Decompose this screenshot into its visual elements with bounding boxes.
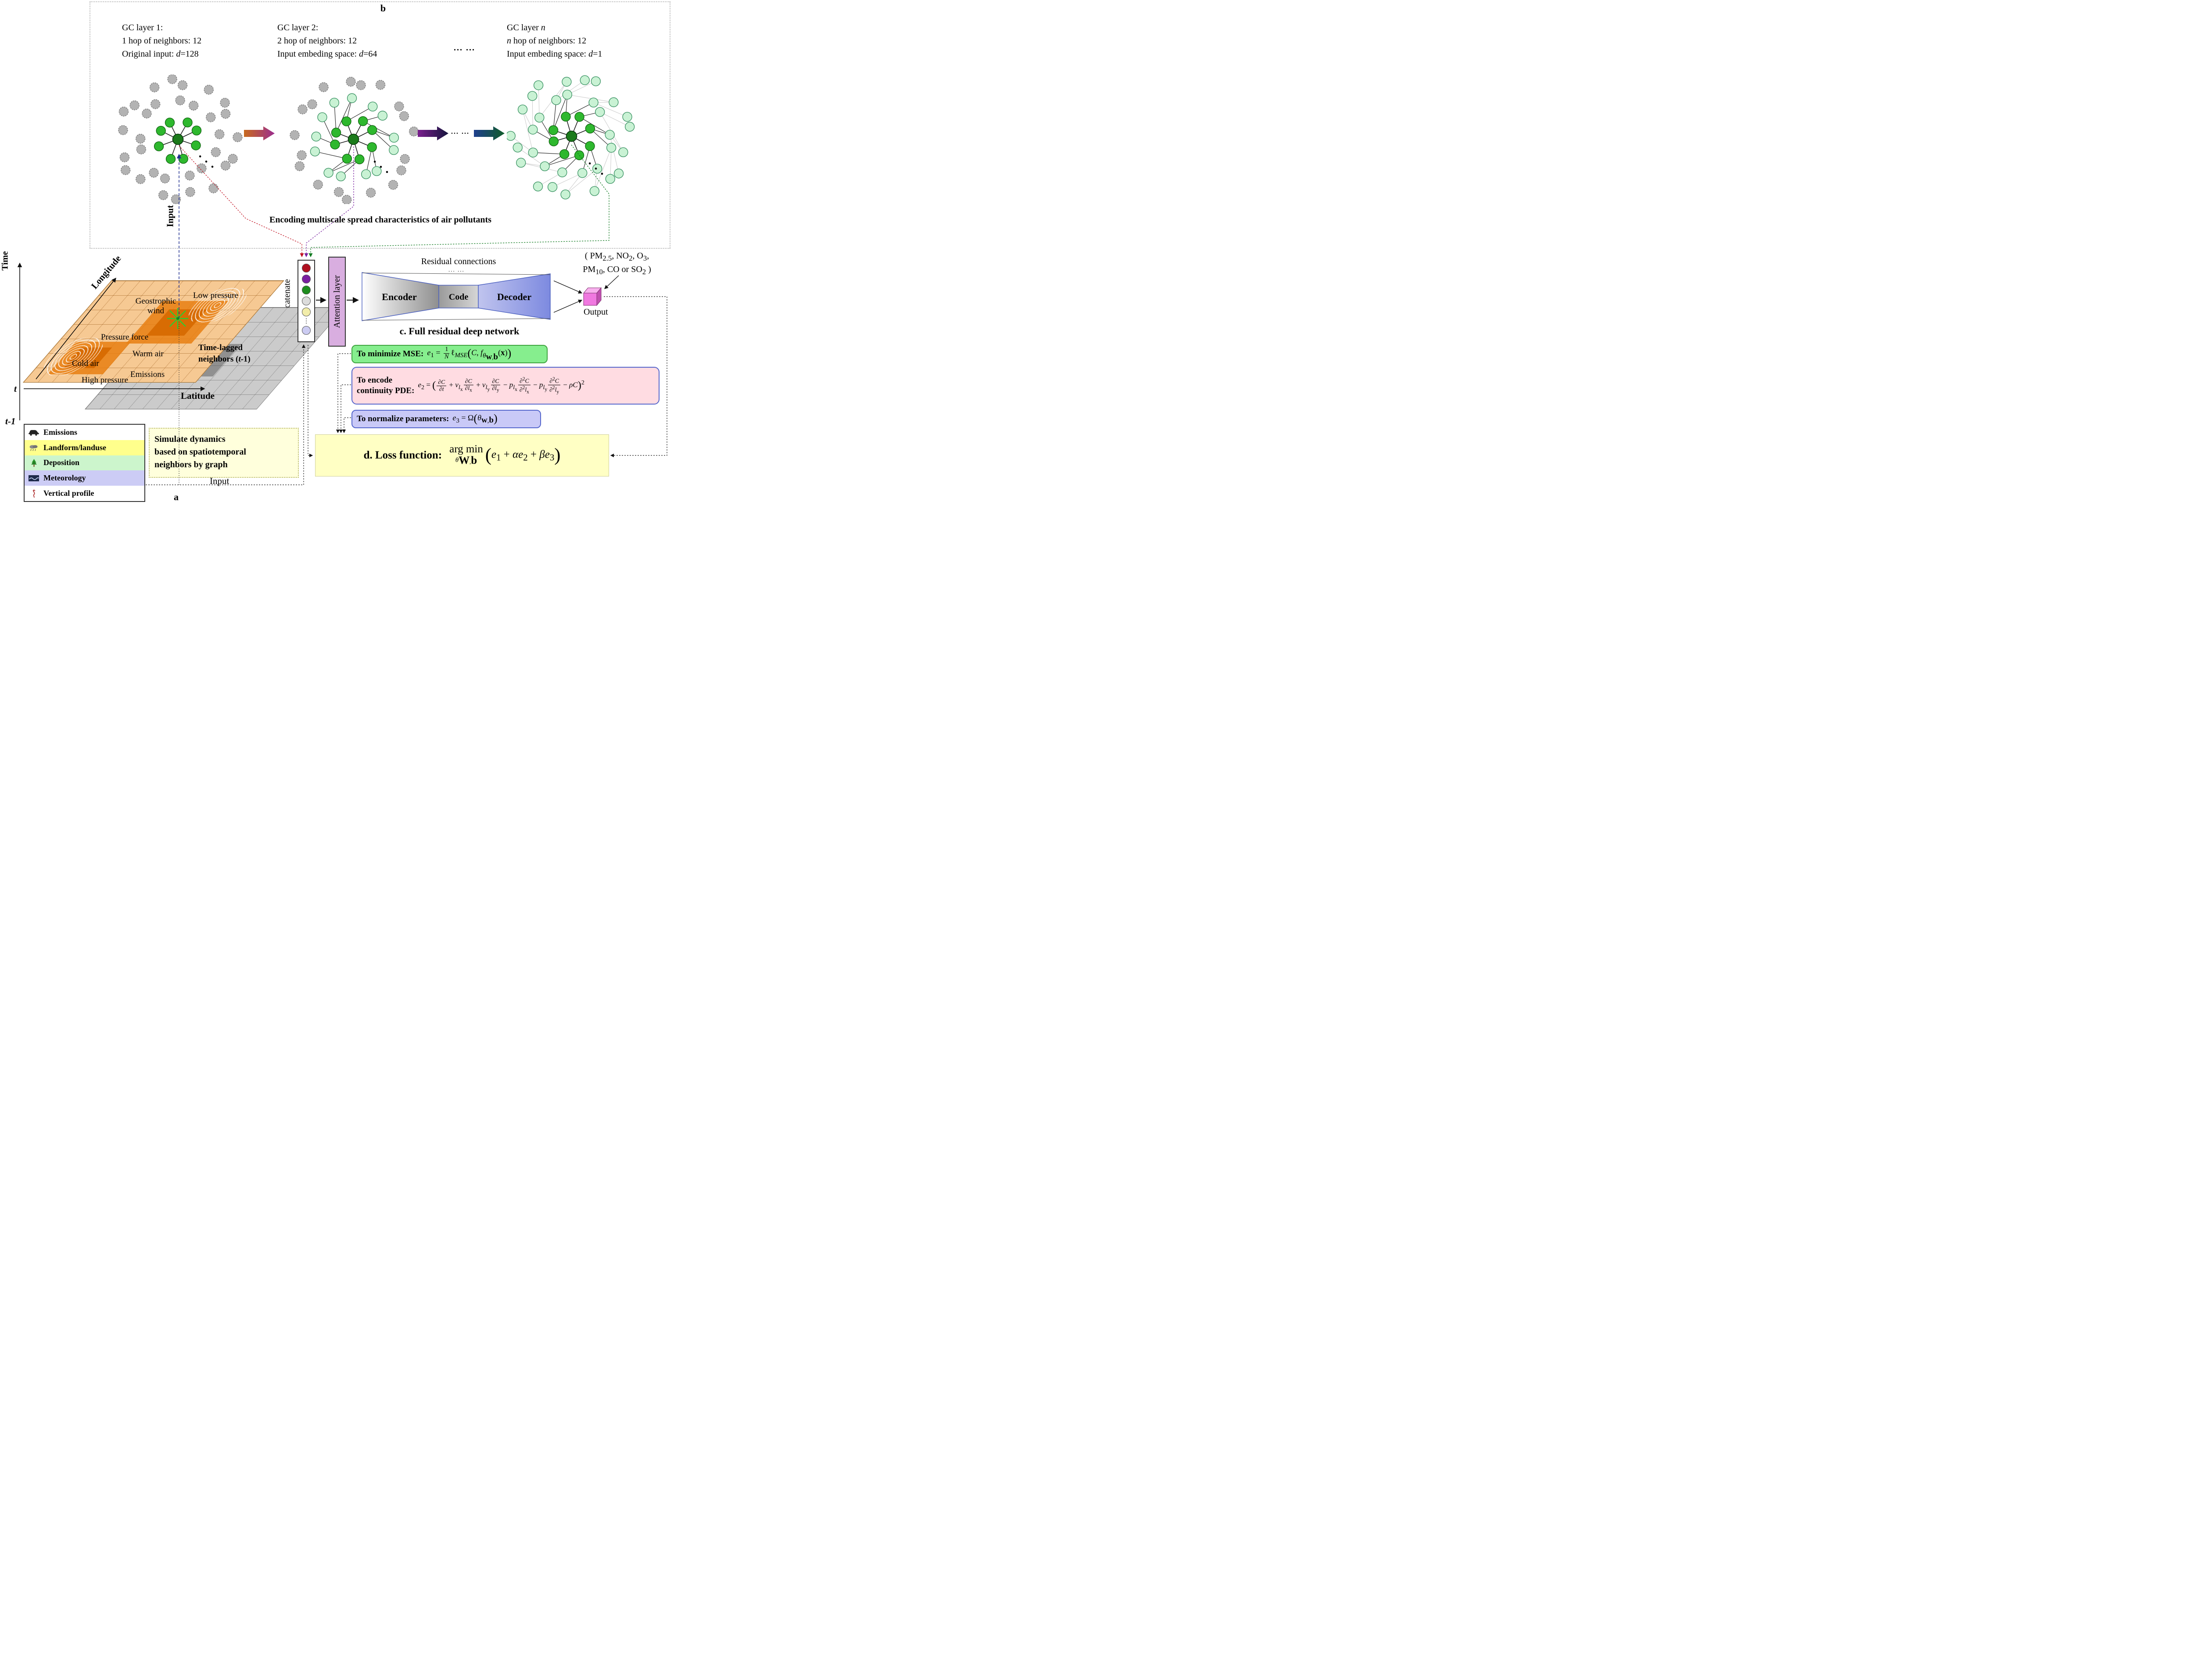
encoder-decoder-network: Encoder Code Decoder [362, 272, 551, 321]
input-label-vertical: Input [165, 205, 176, 227]
encoder-label: Encoder [382, 291, 417, 302]
loss-label: d. Loss function: [363, 449, 442, 461]
concatenate-dots: ⋮ [298, 260, 315, 342]
rain-cloud-icon [28, 444, 39, 451]
feature-dot [302, 286, 311, 294]
panel-b-label: b [380, 3, 386, 14]
pollutants-list: ( PM2.5, NO2, O3, PM10, CO or SO2 ) [583, 251, 651, 276]
latitude-axis-label: Latitude [181, 390, 215, 401]
pde-box: To encode continuity PDE: e2 = (∂C ∂t + vl… [351, 367, 660, 405]
gc-layer-2-title: GC layer 2: 2 hop of neighbors: 12 Input… [277, 23, 377, 59]
time-t-minus-1-label: t-1 [5, 416, 16, 426]
layer-transition-arrow-1 [244, 126, 275, 140]
figure-root: b GC layer 1: 1 hop of neighbors: 12 Ori… [0, 0, 671, 504]
residual-connections-label: Residual connections [421, 257, 496, 266]
gc-layer-n-title: GC layer n n hop of neighbors: 12 Input … [507, 23, 602, 59]
decoder-to-output-arrow-bottom [553, 299, 583, 313]
layer-transition-arrow-2 [418, 126, 448, 140]
graph-layer-1 [118, 75, 243, 204]
decoder-to-output-arrow-top [553, 280, 583, 294]
legend-box: Emissions Landform/landuse Deposition Me… [24, 424, 145, 502]
car-icon [28, 429, 39, 436]
code-label: Code [449, 292, 469, 302]
mse-label: To minimize MSE: [357, 349, 424, 358]
tree-icon [28, 459, 39, 467]
pollutants-to-output-arrow [604, 275, 619, 289]
title-ellipsis: ... ... [454, 43, 475, 53]
panel-c-caption: c. Full residual deep network [399, 326, 520, 337]
low-pressure-label: Low pressure [193, 291, 238, 300]
code-shape [438, 285, 479, 308]
legend-row-emissions: Emissions [25, 425, 144, 440]
legend-row-landform: Landform/landuse [25, 440, 144, 455]
e3-to-loss-line [342, 417, 351, 433]
attention-layer-box: Attention layer [328, 257, 346, 347]
norm-formula: e3 = Ω(θw,b) [452, 412, 498, 425]
feature-ellipsis: ⋮ [303, 318, 310, 325]
output-cube [583, 287, 602, 306]
pde-formula: e2 = (∂C ∂t + vlx ∂C ∂lx + vly ∂C ∂ly − plx ∂2… [418, 376, 584, 395]
loss-formula: arg min θW,b (e1 + αe2 + βe3) [449, 443, 561, 467]
vertical-profile-icon [28, 489, 39, 498]
residual-ellipsis: ... ... [448, 266, 465, 273]
loss-function-box: d. Loss function: arg min θW,b (e1 + αe2 +… [315, 434, 609, 476]
gc-layer-1-title: GC layer 1: 1 hop of neighbors: 12 Origi… [122, 23, 202, 59]
high-pressure-label: High pressure [82, 376, 129, 385]
pde-label: To encode continuity PDE: [357, 376, 415, 395]
output-label: Output [584, 307, 608, 317]
feature-dot [302, 264, 311, 272]
geostrophic-wind-label: Geostrophic wind [135, 297, 176, 315]
feature-dot [302, 275, 311, 283]
norm-label: To normalize parameters: [357, 414, 449, 423]
legend-row-vertical-profile: Vertical profile [25, 486, 144, 501]
simulate-note: Simulate dynamics based on spatiotemporal… [149, 428, 299, 478]
feature-dot [302, 326, 311, 335]
e2-to-loss-line [339, 384, 351, 433]
legend-row-meteorology: Meteorology [25, 470, 144, 486]
e1-to-loss-line [336, 353, 351, 433]
time-lagged-label: Time-lagged neighbors (t-1) [198, 343, 251, 364]
feature-dot [302, 297, 311, 305]
time-t-label: t [14, 383, 17, 394]
graph-layer-2 [290, 77, 418, 204]
encoding-caption: Encoding multiscale spread characteristi… [269, 215, 491, 225]
legend-row-deposition: Deposition [25, 455, 144, 471]
warm-air-label: Warm air [133, 349, 164, 358]
concat-to-loss-line [308, 345, 313, 458]
arrow-ellipsis: ... ... [451, 128, 470, 136]
emissions-label: Emissions [130, 370, 165, 379]
input-label-bottom: Input [210, 476, 229, 486]
decoder-label: Decoder [497, 291, 531, 302]
feature-dot [302, 308, 311, 316]
graph-layer-n [507, 75, 635, 200]
cold-air-label: Cold air [72, 359, 99, 368]
time-axis-label: Time [0, 251, 10, 271]
pressure-force-label: Pressure force [101, 333, 149, 342]
norm-box: To normalize parameters: e3 = Ω(θw,b) [351, 410, 541, 428]
meteorology-icon [28, 475, 39, 481]
panel-a-label: a [174, 491, 179, 502]
attention-layer-label: Attention layer [332, 275, 342, 328]
layer-transition-arrow-3 [474, 126, 505, 140]
